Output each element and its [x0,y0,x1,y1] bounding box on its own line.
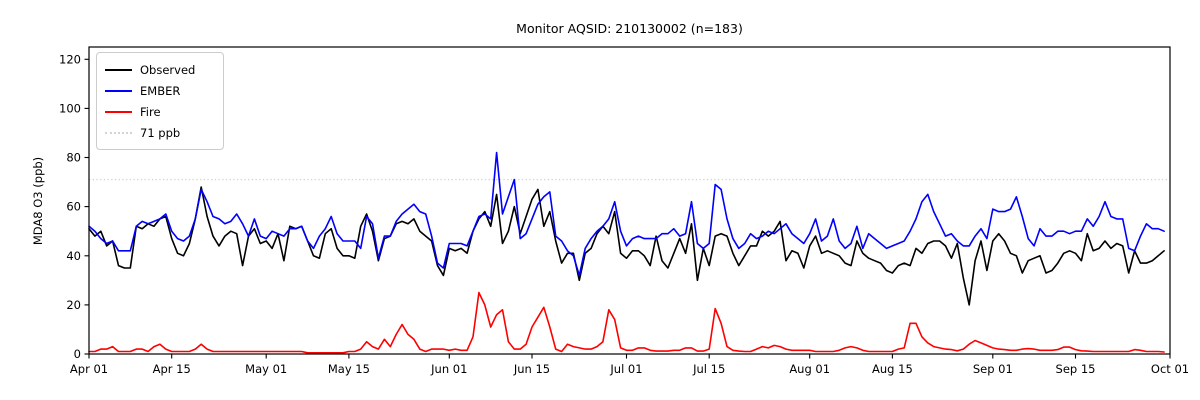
legend-label-threshold: 71 ppb [140,125,181,140]
legend-item-ember: EMBER [105,80,215,101]
y-tick-label: 80 [66,151,81,165]
legend-line-threshold [105,131,132,134]
legend-line-observed [105,68,132,71]
series-line-ember [88,151,1165,277]
legend-line-ember [105,89,132,92]
x-tick-label: Aug 01 [789,362,830,376]
legend-item-threshold: 71 ppb [105,122,215,143]
x-tick-label: Jul 01 [609,362,642,376]
x-tick-label: May 01 [245,362,287,376]
legend-line-fire [105,110,132,113]
legend-label-ember: EMBER [140,83,181,98]
chart-title: Monitor AQSID: 210130002 (n=183) [516,21,743,36]
legend-item-fire: Fire [105,101,215,122]
plot-frame [88,46,1171,355]
series-line-observed [88,186,1165,306]
legend-item-observed: Observed [105,59,215,80]
legend-label-fire: Fire [140,104,161,119]
x-tick-label: Apr 01 [70,362,108,376]
y-tick-label: 120 [59,52,81,66]
y-axis-label: MDA8 O3 (ppb) [31,156,45,246]
y-tick-label: 60 [66,200,81,214]
x-tick-label: May 15 [328,362,370,376]
x-tick-label: Sep 01 [973,362,1013,376]
x-tick-label: Jun 15 [513,362,550,376]
x-tick-label: Apr 15 [153,362,191,376]
legend-label-observed: Observed [140,62,196,77]
x-tick-label: Oct 01 [1151,362,1189,376]
y-tick-label: 0 [74,347,81,361]
y-tick-label: 40 [66,249,81,263]
x-tick-label: Jun 01 [430,362,467,376]
y-tick-label: 20 [66,298,81,312]
x-tick-label: Aug 15 [872,362,913,376]
x-tick-label: Sep 15 [1056,362,1096,376]
series-line-fire [88,291,1165,354]
y-tick-label: 100 [59,101,81,115]
legend: Observed EMBER Fire 71 ppb [96,52,224,150]
x-tick-label: Jul 15 [692,362,725,376]
